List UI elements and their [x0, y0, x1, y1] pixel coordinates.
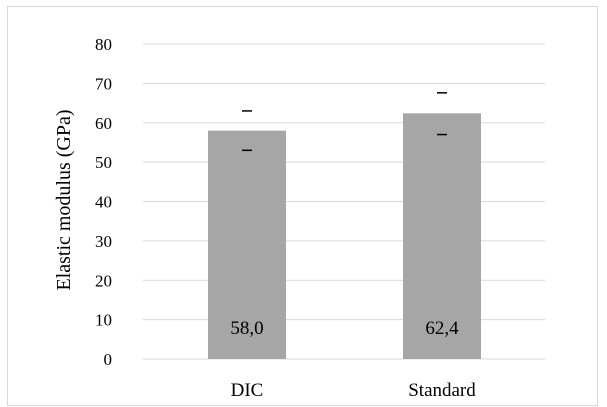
data-labels: 58,0 62,4 — [230, 318, 459, 339]
y-tick-label: 10 — [95, 311, 112, 330]
x-tick-label: Standard — [408, 380, 476, 401]
y-tick-labels: 0 10 20 30 40 50 60 70 80 — [95, 35, 112, 369]
y-tick-label: 80 — [95, 35, 112, 54]
y-axis-label: Elastic modulus (GPa) — [53, 109, 75, 290]
y-tick-label: 70 — [95, 74, 112, 93]
bars — [208, 113, 481, 359]
data-label: 62,4 — [425, 318, 459, 339]
y-tick-label: 40 — [95, 193, 112, 212]
y-tick-label: 20 — [95, 271, 112, 290]
chart-frame — [7, 6, 598, 406]
error-bars — [242, 92, 447, 152]
y-tick-label: 60 — [95, 114, 112, 133]
bar-dic — [208, 130, 286, 359]
data-label: 58,0 — [230, 318, 263, 339]
grid-lines — [143, 43, 545, 360]
x-tick-labels: DIC Standard — [231, 380, 477, 401]
y-tick-label: 0 — [104, 350, 113, 369]
bar-standard — [403, 113, 481, 359]
x-tick-label: DIC — [231, 380, 264, 401]
y-tick-label: 50 — [95, 153, 112, 172]
y-tick-label: 30 — [95, 232, 112, 251]
